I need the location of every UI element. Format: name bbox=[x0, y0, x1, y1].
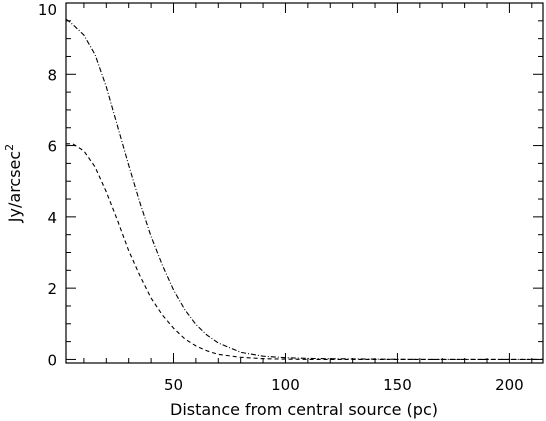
x-tick-label: 100 bbox=[271, 376, 300, 394]
x-tick-label: 50 bbox=[164, 376, 183, 394]
plot-frame bbox=[65, 2, 544, 364]
tick-labels: 50 100 150 200 0 2 4 6 8 10 bbox=[38, 1, 524, 394]
series-line-1 bbox=[65, 18, 543, 360]
y-axis-title-text: Jy/arcsec bbox=[5, 151, 24, 223]
y-tick-label: 4 bbox=[47, 209, 57, 227]
y-axis-title: Jy/arcsec2 bbox=[3, 144, 24, 223]
y-tick-label: 8 bbox=[47, 66, 57, 84]
y-tick-label: 0 bbox=[47, 351, 57, 369]
x-tick-label: 200 bbox=[495, 376, 524, 394]
x-axis-title: Distance from central source (pc) bbox=[170, 400, 438, 419]
y-tick-label: 6 bbox=[47, 138, 57, 156]
y-axis-title-exponent: 2 bbox=[3, 144, 16, 151]
axis-ticks bbox=[66, 2, 543, 363]
series-layer bbox=[65, 18, 543, 360]
x-tick-label: 150 bbox=[383, 376, 412, 394]
y-tick-label: 10 bbox=[38, 1, 57, 19]
series-line-2 bbox=[66, 143, 543, 360]
y-tick-label: 2 bbox=[47, 280, 57, 298]
